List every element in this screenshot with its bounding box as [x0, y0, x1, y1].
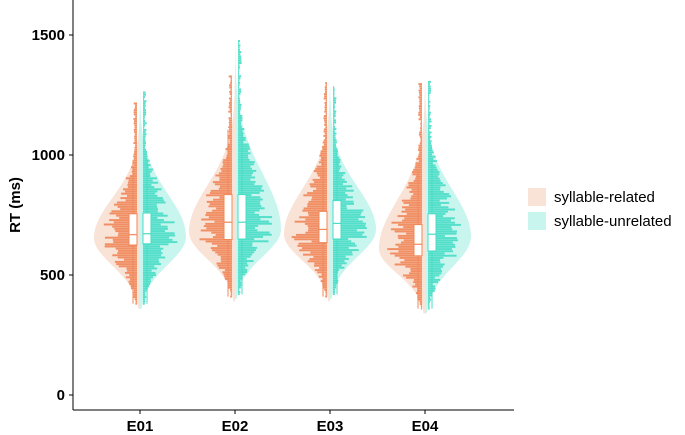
- y-tick-label-1500: 1500: [32, 27, 65, 44]
- boxplot-related-e02: [223, 129, 233, 297]
- boxplot-related-e04: [413, 169, 423, 309]
- points-unrelated-e02: [238, 40, 273, 296]
- points-related-e04: [387, 83, 422, 310]
- legend-swatch-unrelated: [528, 212, 546, 230]
- y-axis-title: RT (ms): [7, 177, 24, 233]
- legend-item-unrelated: syllable-unrelated: [528, 212, 672, 230]
- category-group-e02: [189, 40, 281, 302]
- category-group-e01: [94, 91, 186, 309]
- x-tick-label-e02: E02: [222, 418, 249, 435]
- x-tick-label-e03: E03: [317, 418, 344, 435]
- legend-label-unrelated: syllable-unrelated: [554, 213, 672, 230]
- points-unrelated-e01: [143, 91, 178, 305]
- boxplot-unrelated-e04: [427, 159, 437, 309]
- legend-item-related: syllable-related: [528, 188, 655, 206]
- legend-label-related: syllable-related: [554, 189, 655, 206]
- x-tick-label-e01: E01: [127, 418, 154, 435]
- plot-area: [94, 40, 471, 314]
- points-related-e01: [103, 102, 137, 305]
- category-group-e04: [379, 80, 471, 314]
- boxplot-unrelated-e03: [332, 150, 342, 295]
- y-tick-label-500: 500: [40, 267, 65, 284]
- legend: syllable-related syllable-unrelated: [528, 188, 672, 230]
- category-group-e03: [284, 81, 376, 302]
- boxplot-unrelated-e02: [237, 128, 247, 295]
- boxplot-related-e01: [128, 159, 138, 304]
- boxplot-related-e03: [318, 157, 328, 297]
- x-tick-label-e04: E04: [412, 418, 439, 435]
- axes: [72, 0, 514, 411]
- legend-swatch-related: [528, 188, 546, 206]
- y-tick-label-0: 0: [57, 387, 65, 404]
- y-tick-label-1000: 1000: [32, 147, 65, 164]
- boxplot-unrelated-e01: [142, 158, 152, 304]
- y-ticks: 0 500 1000 1500: [32, 27, 73, 404]
- x-ticks: E01 E02 E03 E04: [127, 410, 439, 435]
